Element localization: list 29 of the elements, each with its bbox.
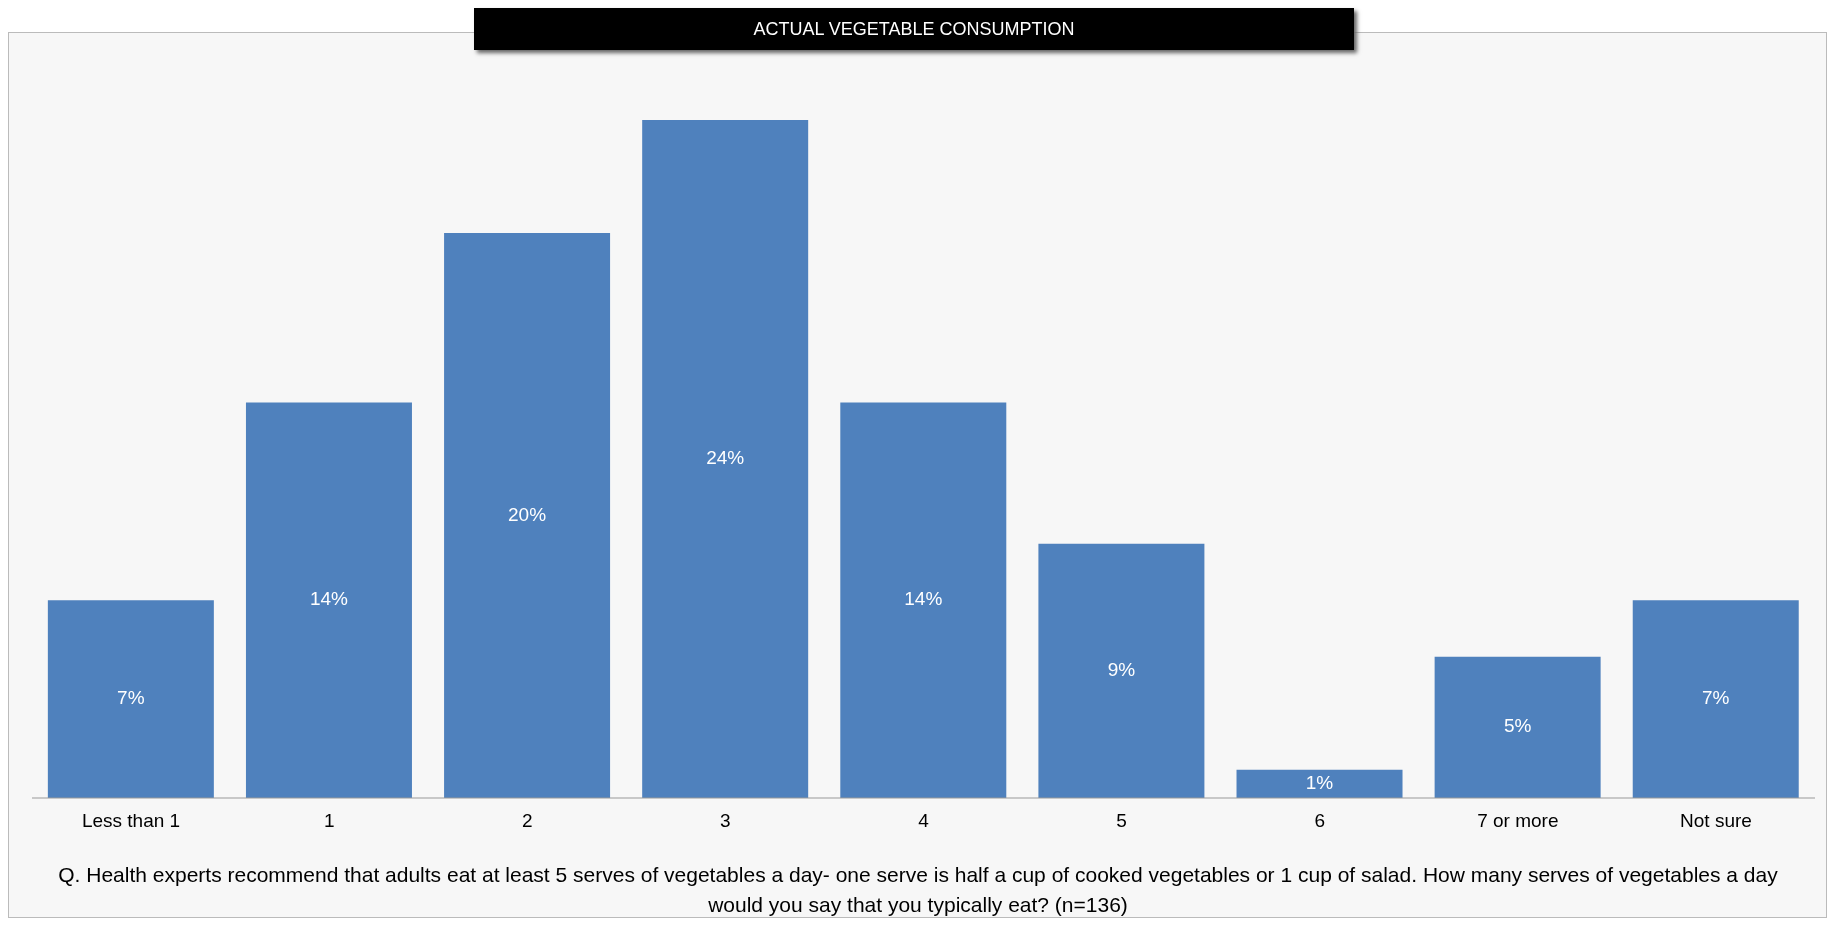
data-label: 5% [1503,715,1532,737]
x-tick-label: Not sure [1680,810,1752,832]
data-label: 14% [904,588,943,610]
bar [245,402,412,798]
x-tick-label: 1 [323,810,335,832]
data-label: 1% [1305,771,1334,793]
data-label: 9% [1107,658,1136,680]
x-tick-label: 2 [521,810,533,832]
bar [47,600,214,798]
text: Q. Health experts recommend that adults eat at least 5 serves of vegetables a day- one serve is half a cup of cooked vegetables or 1 cup of salad. How many serves of vegetables a day would you say that you typically eat? (n=136) [57,862,1779,918]
bar [1038,543,1205,798]
x-tick-label: 7 or more [1477,810,1559,832]
x-tick-label: 3 [720,810,731,832]
bar [1434,656,1601,798]
bar [1236,769,1403,798]
data-label: 7% [117,687,145,709]
data-label: 7% [1702,687,1730,709]
data-label: 20% [508,503,547,525]
bar [642,120,809,798]
chart-title: ACTUAL VEGETABLE CONSUMPTION [474,8,1354,50]
x-tick-label: 5 [1116,810,1127,832]
x-tick-label: 4 [918,810,930,832]
x-tick-label: 6 [1314,810,1326,832]
data-label: 14% [309,588,349,610]
bar [840,402,1007,798]
bar [444,233,611,798]
data-label: 24% [706,447,745,469]
x-tick-label: Less than 1 [81,810,181,832]
bar [1632,600,1799,798]
